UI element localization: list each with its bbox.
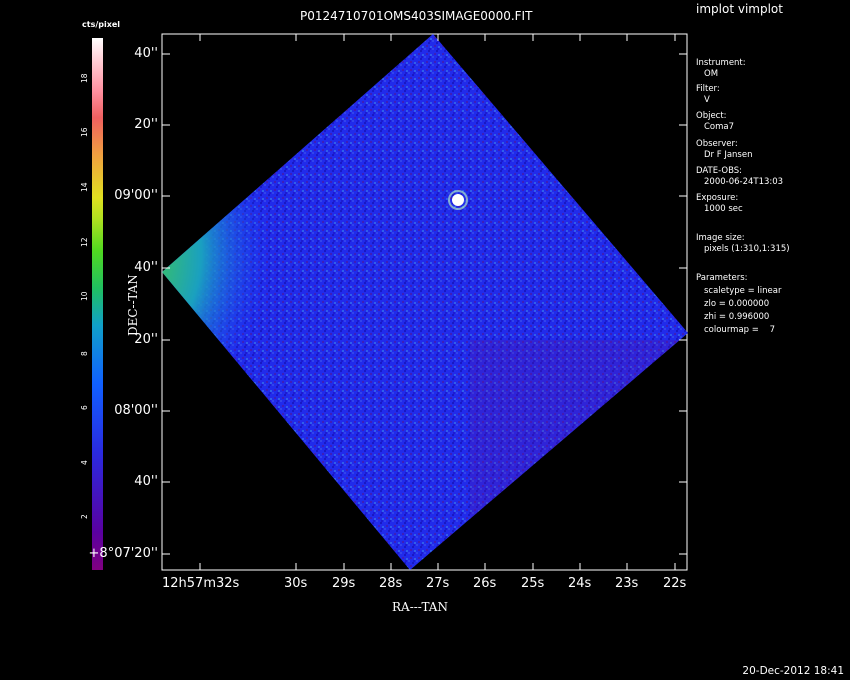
plot-frame — [161, 33, 688, 571]
date-value: 2000-06-24T13:03 — [704, 177, 784, 187]
exposure-label: Exposure: — [696, 193, 739, 203]
y-tick-label: 20'' — [134, 117, 158, 132]
exposure-value: 1000 sec — [704, 204, 743, 214]
bright-source — [452, 194, 464, 206]
y-tick-label: 40'' — [134, 46, 158, 61]
image-size-label: Image size: — [696, 233, 745, 243]
x-tick-label: 25s — [521, 576, 545, 591]
image-size-value: pixels (1:310,1:315) — [704, 244, 790, 254]
x-axis-label: RA---TAN — [392, 600, 448, 614]
zlo-value: zlo = 0.000000 — [704, 299, 770, 309]
y-tick-label: 40'' — [134, 474, 158, 489]
image-data — [162, 34, 688, 570]
app-title: implot vimplot — [696, 2, 783, 16]
y-tick-label: +8°07'20'' — [88, 546, 158, 561]
x-tick-label: 27s — [426, 576, 450, 591]
object-label: Object: — [696, 111, 727, 121]
x-tick-label: 26s — [473, 576, 497, 591]
y-tick-label: 09'00'' — [114, 188, 158, 203]
observer-label: Observer: — [696, 139, 738, 149]
plot-title: P0124710701OMS403SIMAGE0000.FIT — [300, 9, 533, 23]
instrument-value: OM — [704, 69, 719, 79]
x-tick-label: 30s — [284, 576, 308, 591]
y-tick-label: 08'00'' — [114, 403, 158, 418]
scaletype-value: scaletype = linear — [704, 286, 782, 296]
filter-label: Filter: — [696, 84, 720, 94]
y-tick-label: 40'' — [134, 260, 158, 275]
y-axis-label: DEC--TAN — [126, 274, 140, 336]
x-tick-label: 24s — [568, 576, 592, 591]
x-tick-label: 12h57m32s — [162, 576, 240, 591]
x-tick-label: 22s — [663, 576, 687, 591]
filter-value: V — [704, 95, 710, 105]
parameters-label: Parameters: — [696, 273, 748, 283]
timestamp: 20-Dec-2012 18:41 — [742, 665, 844, 677]
x-tick-label: 29s — [332, 576, 356, 591]
observer-value: Dr F Jansen — [704, 150, 753, 160]
colorbar — [92, 38, 103, 570]
axis-ticks — [162, 34, 687, 570]
instrument-label: Instrument: — [696, 58, 746, 68]
object-value: Coma7 — [704, 122, 735, 132]
colorbar-label: cts/pixel — [82, 20, 121, 29]
x-tick-label: 28s — [379, 576, 403, 591]
date-label: DATE-OBS: — [696, 166, 743, 176]
y-tick-label: 20'' — [134, 332, 158, 347]
zhi-value: zhi = 0.996000 — [704, 312, 770, 322]
colourmap-value: colourmap = 7 — [704, 325, 776, 335]
x-tick-label: 23s — [615, 576, 639, 591]
